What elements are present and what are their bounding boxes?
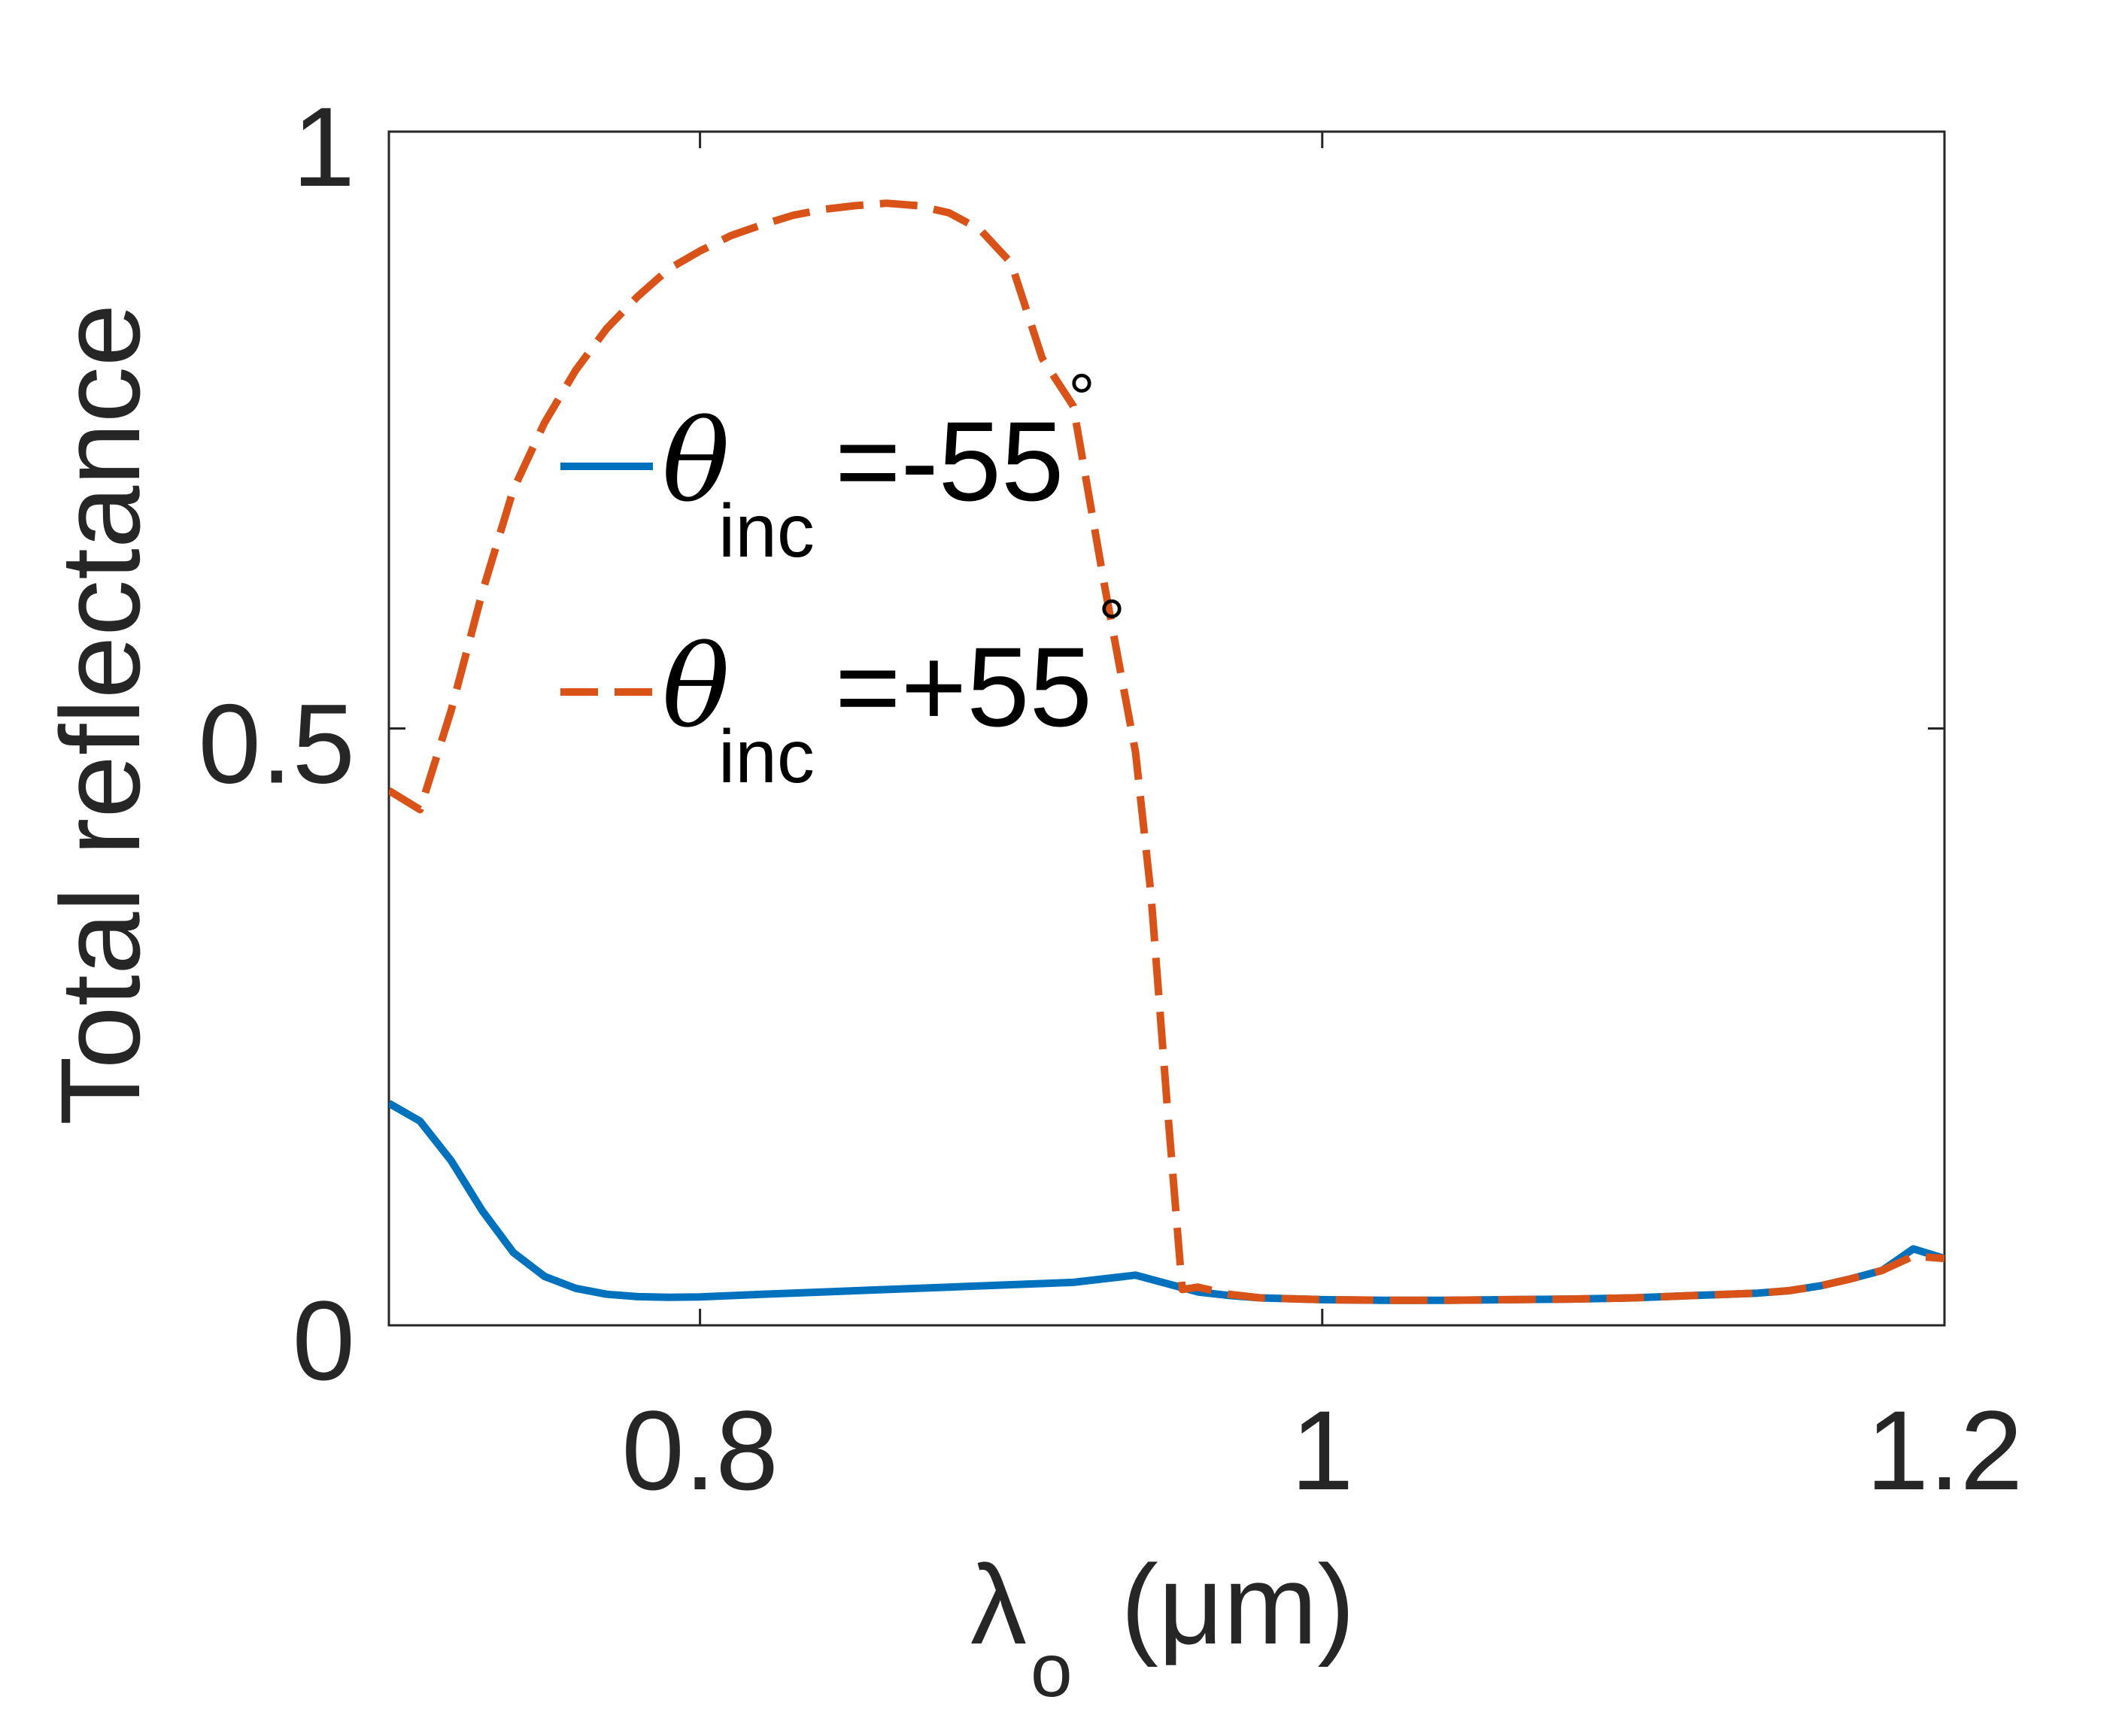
y-tick-label: 1 — [293, 83, 355, 210]
legend-degree-series-1: ° — [1068, 361, 1095, 436]
x-tick-label: 1.2 — [1866, 1387, 2023, 1513]
x-tick-label: 0.8 — [621, 1387, 779, 1513]
x-axis-label: λ o (μm) — [970, 1541, 1355, 1713]
plot-area — [387, 130, 1946, 1327]
x-axis-label-symbol: λ — [970, 1541, 1027, 1668]
x-axis-label-unit: (μm) — [1121, 1541, 1355, 1668]
legend-symbol-series-2: θ — [662, 622, 730, 753]
series-layer — [389, 199, 1944, 1304]
legend: θ inc =-55 ° θ inc =+55 ° — [560, 361, 1125, 799]
y-axis-label: Total reflectance — [37, 304, 163, 1125]
legend-subscript-series-1: inc — [718, 489, 815, 573]
y-tick-label: 0 — [293, 1277, 355, 1404]
legend-degree-series-2: ° — [1098, 587, 1125, 662]
x-tick-label: 1 — [1291, 1387, 1353, 1513]
series-line-1 — [389, 1100, 1944, 1304]
x-axis-label-subscript: o — [1031, 1628, 1073, 1713]
y-tick-label: 0.5 — [198, 681, 355, 807]
legend-value-series-2: =+55 — [835, 624, 1092, 750]
legend-subscript-series-2: inc — [718, 715, 815, 799]
legend-value-series-1: =-55 — [835, 398, 1064, 524]
series-line-2 — [389, 199, 1944, 1304]
plot-box — [387, 130, 1946, 1327]
ticks-layer: 0.8 1 1.2 0 0.5 1 — [198, 83, 2023, 1513]
legend-symbol-series-1: θ — [662, 396, 730, 527]
